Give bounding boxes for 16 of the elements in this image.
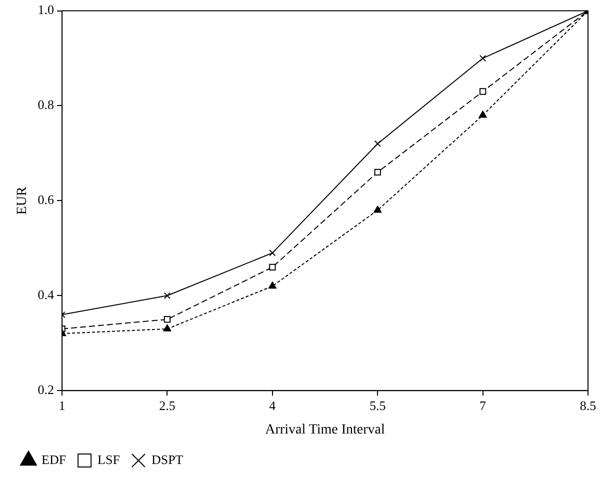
y-tick-label: 1.0 [38, 2, 54, 18]
x-axis-title: Arrival Time Interval [265, 422, 386, 438]
x-tick-label: 1 [58, 398, 66, 413]
x-tick-label: 7 [480, 398, 487, 413]
y-tick-label: 0.8 [38, 97, 54, 112]
y-axis-title: EUR [15, 186, 30, 215]
legend-label: DSPT [151, 452, 184, 467]
y-tick-label: 0.4 [38, 287, 55, 302]
y-tick-label: 0.6 [38, 192, 55, 208]
x-tick-label: 5.5 [369, 398, 386, 413]
x-tick-label: 2.5 [159, 398, 176, 413]
x-tick-label: 8.5 [580, 398, 596, 413]
x-tick-label: 4 [269, 398, 276, 413]
legend-label: LSF [98, 452, 120, 467]
y-tick-label: 0.2 [38, 382, 54, 398]
legend-label: EDF [42, 452, 66, 467]
